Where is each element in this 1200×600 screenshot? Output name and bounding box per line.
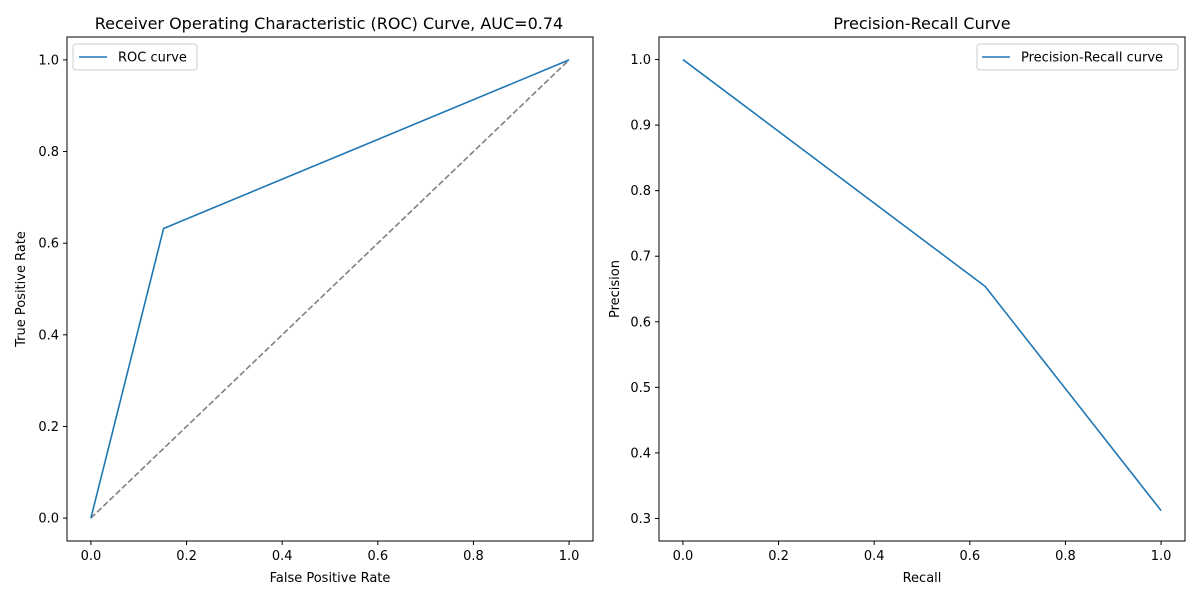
pr-legend: Precision-Recall curve <box>976 43 1179 71</box>
pr-y-tick-label: 0.3 <box>630 512 651 527</box>
roc-plot-area <box>66 36 594 542</box>
roc-y-tick-label: 0.6 <box>38 237 59 252</box>
pr-y-tick-label: 0.6 <box>630 315 651 330</box>
pr-x-tick-label: 0.0 <box>673 549 694 564</box>
roc-x-tick-label: 0.4 <box>272 549 293 564</box>
roc-y-tick-label: 0.4 <box>38 328 59 343</box>
pr-y-tick-label: 0.7 <box>630 250 651 265</box>
roc-legend-label: ROC curve <box>118 51 187 66</box>
roc-chart: Receiver Operating Characteristic (ROC) … <box>14 14 594 586</box>
pr-legend-box <box>976 43 1179 71</box>
pr-marks: 0.0 0.2 0.4 0.6 0.8 1.0 0.3 0.4 0.5 0.6 0.7 0.8 0.9 1… <box>630 53 1171 564</box>
pr-x-axis-label: Recall <box>903 571 942 586</box>
roc-marks: 0.0 0.2 0.4 0.6 0.8 1.0 0.0 0.2 0.4 0.6 0.8 1.0 <box>38 53 579 564</box>
roc-diagonal-reference-line <box>90 59 570 519</box>
pr-chart: Precision-Recall Curve 0.0 0.2 0.4 0.6 0.8 1.… <box>608 14 1186 586</box>
roc-y-axis-label: True Positive Rate <box>14 231 29 348</box>
roc-x-tick-label: 0.0 <box>81 549 102 564</box>
pr-chart-title: Precision-Recall Curve <box>833 14 1010 33</box>
roc-x-axis-label: False Positive Rate <box>270 571 391 586</box>
roc-y-tick-label: 0.8 <box>38 145 59 160</box>
pr-series-line <box>682 58 1162 512</box>
roc-y-tick-label: 0.2 <box>38 420 59 435</box>
pr-y-tick-label: 1.0 <box>630 53 651 68</box>
pr-y-axis-label: Precision <box>608 260 623 318</box>
pr-legend-label: Precision-Recall curve <box>1021 51 1163 66</box>
roc-x-tick-label: 1.0 <box>559 549 580 564</box>
roc-series-line <box>90 59 570 519</box>
pr-y-tick-label: 0.4 <box>630 446 651 461</box>
pr-x-tick-label: 0.8 <box>1055 549 1076 564</box>
roc-y-tick-label: 1.0 <box>38 53 59 68</box>
roc-legend-box <box>72 43 198 71</box>
pr-x-tick-label: 0.4 <box>864 549 885 564</box>
roc-legend: ROC curve <box>72 43 198 71</box>
pr-y-tick-label: 0.5 <box>630 381 651 396</box>
pr-x-tick-label: 1.0 <box>1151 549 1172 564</box>
roc-x-tick-label: 0.8 <box>463 549 484 564</box>
roc-x-tick-label: 0.2 <box>176 549 197 564</box>
pr-y-tick-label: 0.9 <box>630 119 651 134</box>
roc-y-tick-label: 0.0 <box>38 512 59 527</box>
pr-plot-area <box>658 36 1186 542</box>
roc-chart-title: Receiver Operating Characteristic (ROC) … <box>95 14 563 33</box>
roc-x-tick-label: 0.6 <box>367 549 388 564</box>
pr-y-tick-label: 0.8 <box>630 184 651 199</box>
pr-x-tick-label: 0.6 <box>959 549 980 564</box>
pr-x-tick-label: 0.2 <box>768 549 789 564</box>
